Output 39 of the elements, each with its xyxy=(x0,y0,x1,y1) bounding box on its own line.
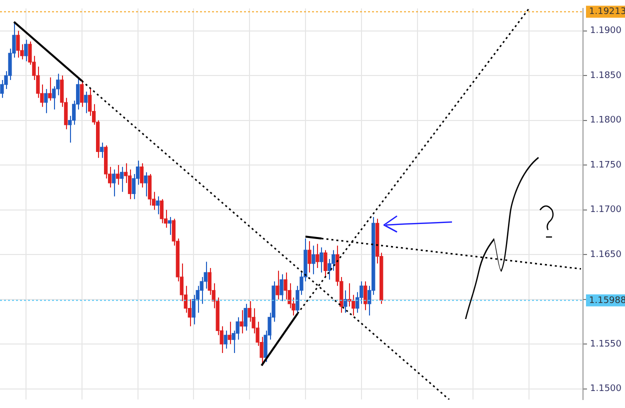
y-tick-label: 1.1750 xyxy=(590,160,622,170)
candlestick xyxy=(100,142,104,158)
candlestick xyxy=(316,243,320,269)
candlestick xyxy=(160,198,164,224)
candlestick xyxy=(16,30,20,58)
candlestick xyxy=(44,88,48,114)
candlestick xyxy=(244,303,248,332)
y-tick-label: 1.1650 xyxy=(590,250,622,260)
candlestick xyxy=(48,76,52,102)
candlestick xyxy=(84,91,88,114)
y-tick-label: 1.1700 xyxy=(590,205,622,216)
candlestick xyxy=(168,216,172,236)
candlestick xyxy=(324,250,328,278)
candlestick xyxy=(364,280,368,311)
y-tick-label: 1.1550 xyxy=(590,339,622,350)
candlestick xyxy=(240,310,244,334)
candlestick xyxy=(192,294,196,325)
candlestick xyxy=(276,270,280,300)
candlestick xyxy=(24,39,28,62)
candlestick xyxy=(80,80,84,108)
candlestick xyxy=(308,240,312,273)
candlestick xyxy=(156,196,160,215)
candlestick xyxy=(284,272,288,300)
candlestick xyxy=(144,172,148,197)
candlestick xyxy=(140,162,144,188)
y-tick-label: 1.1850 xyxy=(590,70,622,81)
y-tick-label: 1.1800 xyxy=(590,116,622,126)
candlestick xyxy=(120,166,124,192)
candlestick xyxy=(312,245,316,275)
y-tick-label: 1.1500 xyxy=(590,384,622,394)
candlestick xyxy=(320,246,324,273)
candlestick xyxy=(228,321,232,345)
candlestick xyxy=(148,174,152,206)
y-tick-label: 1.1900 xyxy=(590,26,622,36)
candlestick xyxy=(112,169,116,197)
candlestick xyxy=(280,274,284,302)
candlestick xyxy=(116,164,120,186)
candlestick xyxy=(344,290,348,314)
candlestick xyxy=(224,330,228,350)
